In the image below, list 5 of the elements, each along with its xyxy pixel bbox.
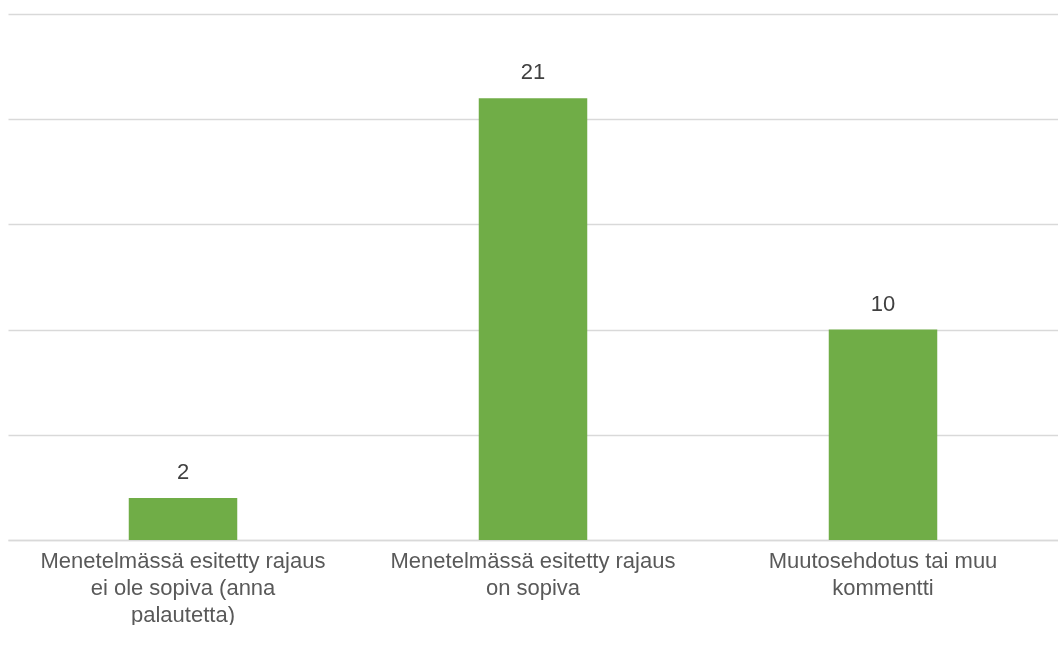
data-label: 2 (176, 458, 190, 484)
x-tick-label: Menetelmässä esitetty rajaus on sopiva (390, 547, 676, 600)
x-tick-label: Muutosehdotus tai muu kommentti (768, 547, 998, 600)
data-label: 21 (520, 59, 546, 85)
data-label: 10 (870, 290, 896, 316)
